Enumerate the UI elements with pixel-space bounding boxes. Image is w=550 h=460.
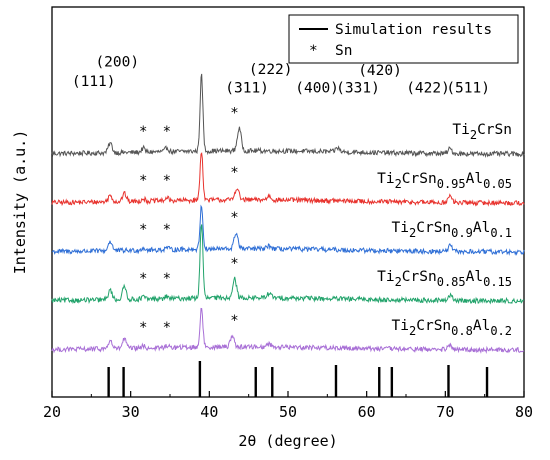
series-line-4 bbox=[51, 224, 525, 305]
sn-marker: * bbox=[139, 271, 147, 287]
legend-label-sn: Sn bbox=[335, 43, 352, 59]
series-line-5 bbox=[51, 307, 525, 355]
miller-label-4: (222) bbox=[249, 62, 293, 78]
sn-marker: * bbox=[230, 313, 238, 329]
sample-label-2: Ti2CrSn0.95Al0.05 bbox=[377, 171, 512, 191]
miller-label-7: (331) bbox=[336, 80, 380, 96]
legend-box bbox=[288, 14, 519, 64]
sample-label-3: Ti2CrSn0.9Al0.1 bbox=[392, 220, 512, 240]
sn-marker: * bbox=[139, 124, 147, 140]
miller-label-8: (420) bbox=[358, 63, 402, 79]
simulation-lines bbox=[107, 361, 489, 397]
series-line-3 bbox=[51, 204, 525, 256]
x-axis-label: 2θ (degree) bbox=[238, 432, 337, 450]
series-layer: * * * Ti2CrSn * * * Ti2CrSn0.95Al0.05 * * * Ti2CrSn… bbox=[51, 73, 525, 355]
y-axis-label: Intensity (a.u.) bbox=[11, 130, 29, 275]
sn-marker: * bbox=[230, 106, 238, 122]
x-tick-label: 30 bbox=[122, 403, 140, 421]
sn-marker: * bbox=[139, 320, 147, 336]
legend: Simulation results * Sn bbox=[288, 14, 519, 64]
miller-label-3: (220) bbox=[173, 0, 217, 2]
miller-label-1: (111) bbox=[72, 74, 116, 90]
x-tick-label: 70 bbox=[436, 403, 454, 421]
x-tick-label: 40 bbox=[200, 403, 218, 421]
sn-marker: * bbox=[163, 320, 171, 336]
miller-label-10: (511) bbox=[446, 80, 490, 96]
x-tick-label: 20 bbox=[43, 403, 61, 421]
miller-label-2: (200) bbox=[95, 54, 139, 70]
series-line-1 bbox=[51, 73, 525, 159]
series-line-2 bbox=[51, 152, 525, 207]
sn-marker: * bbox=[230, 165, 238, 181]
sn-marker: * bbox=[230, 210, 238, 226]
x-axis: 20 30 40 50 60 70 80 bbox=[43, 391, 533, 421]
sn-marker: * bbox=[139, 222, 147, 238]
miller-label-9: (422) bbox=[406, 80, 450, 96]
sample-label-5: Ti2CrSn0.8Al0.2 bbox=[392, 318, 512, 338]
sn-marker: * bbox=[139, 173, 147, 189]
sample-label-1: Ti2CrSn bbox=[452, 122, 512, 142]
sn-marker: * bbox=[230, 256, 238, 272]
legend-label-simulation: Simulation results bbox=[335, 22, 492, 38]
miller-label-6: (400) bbox=[295, 80, 339, 96]
sn-marker: * bbox=[163, 271, 171, 287]
x-tick-label: 50 bbox=[279, 403, 297, 421]
sample-label-4: Ti2CrSn0.85Al0.15 bbox=[377, 269, 512, 289]
sn-marker: * bbox=[163, 173, 171, 189]
legend-star-symbol: * bbox=[309, 43, 318, 59]
miller-label-5: (311) bbox=[225, 80, 269, 96]
sn-marker: * bbox=[163, 124, 171, 140]
x-tick-label: 60 bbox=[358, 403, 376, 421]
peak-labels: (111) (200) (220) (222) (311) (400)(331)(420)… bbox=[72, 0, 490, 96]
sn-marker: * bbox=[163, 222, 171, 238]
x-tick-label: 80 bbox=[515, 403, 533, 421]
